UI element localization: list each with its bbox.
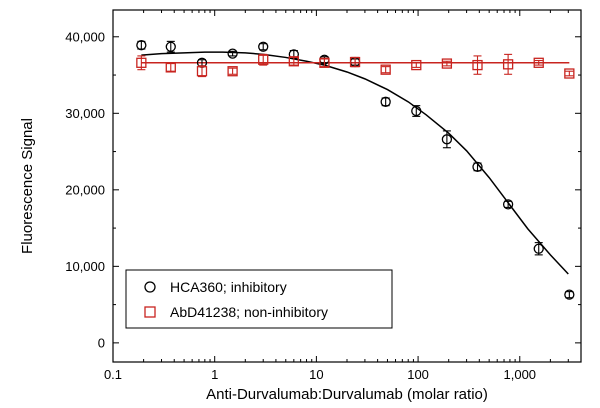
data-point-series-1: [441, 58, 453, 69]
x-axis-label: Anti-Durvalumab:Durvalumab (molar ratio): [206, 386, 488, 403]
data-point-series-0: [380, 96, 391, 107]
data-point-series-0: [258, 41, 269, 52]
x-tick-label: 100: [407, 367, 429, 382]
data-point-series-0: [227, 48, 238, 59]
x-axis-ticks: 0.1 1 10 100 1,000: [104, 10, 582, 382]
legend-label-hca360: HCA360; inhibitory: [170, 279, 287, 295]
data-point-series-0: [165, 40, 176, 53]
legend-box: [125, 269, 393, 329]
data-point-series-1: [564, 68, 575, 79]
data-point-series-1: [349, 56, 361, 68]
circle-marker: [411, 105, 422, 117]
data-point-series-0: [472, 161, 483, 173]
square-marker: [165, 62, 176, 73]
fit-line-series-0: [141, 51, 569, 275]
x-tick-label: 10: [309, 367, 323, 382]
circle-marker: [165, 41, 176, 52]
circle-marker: [380, 96, 391, 107]
data-point-series-0: [502, 199, 514, 210]
data-point-series-0: [411, 105, 422, 117]
y-axis-label: Fluorescence Signal: [19, 118, 36, 254]
circle-marker: [502, 199, 514, 210]
data-point-series-1: [165, 62, 176, 73]
circle-marker: [136, 40, 147, 51]
circle-marker: [227, 48, 238, 59]
y-tick-label: 0: [98, 335, 105, 350]
data-point-series-1: [258, 53, 269, 66]
square-marker: [258, 54, 269, 65]
square-marker: [533, 57, 544, 68]
data-point-series-1: [136, 55, 147, 71]
square-marker: [196, 66, 208, 77]
square-marker: [380, 64, 391, 75]
y-tick-label: 10,000: [65, 259, 105, 274]
x-tick-label: 0.1: [104, 367, 122, 382]
circle-marker: [564, 289, 575, 300]
data-point-series-1: [227, 66, 238, 77]
data-point-series-1: [533, 57, 544, 68]
data-point-series-1: [411, 59, 422, 71]
y-tick-label: 20,000: [65, 182, 105, 197]
square-marker: [411, 59, 422, 71]
data-point-series-0: [533, 242, 544, 256]
square-marker: [136, 57, 147, 68]
circle-marker: [472, 161, 483, 173]
square-marker: [319, 57, 330, 68]
legend-label-abd41238: AbD41238; non-inhibitory: [170, 304, 328, 320]
square-marker: [441, 58, 453, 69]
circle-marker: [258, 41, 269, 52]
circle-marker: [441, 134, 453, 145]
data-point-series-1: [319, 57, 330, 68]
data-point-series-1: [472, 55, 483, 75]
y-tick-label: 30,000: [65, 106, 105, 121]
square-marker: [564, 68, 575, 79]
square-marker: [502, 59, 514, 70]
legend-marker-hca360: [144, 281, 156, 293]
x-tick-label: 1,000: [504, 367, 537, 382]
data-points: [136, 40, 575, 300]
square-marker: [288, 56, 299, 67]
data-point-series-1: [288, 56, 299, 67]
square-marker: [472, 59, 483, 71]
data-point-series-1: [196, 65, 208, 78]
data-point-series-0: [136, 40, 147, 51]
y-axis-ticks: 0 10,000 20,000 30,000 40,000: [65, 29, 581, 350]
legend-marker-abd41238: [144, 306, 156, 318]
legend: HCA360; inhibitory AbD41238; non-inhibit…: [125, 269, 393, 329]
data-point-series-0: [564, 289, 575, 300]
circle-marker: [533, 243, 544, 254]
data-point-series-1: [502, 53, 514, 75]
data-point-series-0: [441, 130, 453, 149]
square-marker: [227, 66, 238, 77]
y-tick-label: 40,000: [65, 29, 105, 44]
square-marker: [349, 56, 361, 68]
x-tick-label: 1: [211, 367, 218, 382]
fit-curves: [141, 51, 570, 275]
data-point-series-1: [380, 64, 391, 75]
